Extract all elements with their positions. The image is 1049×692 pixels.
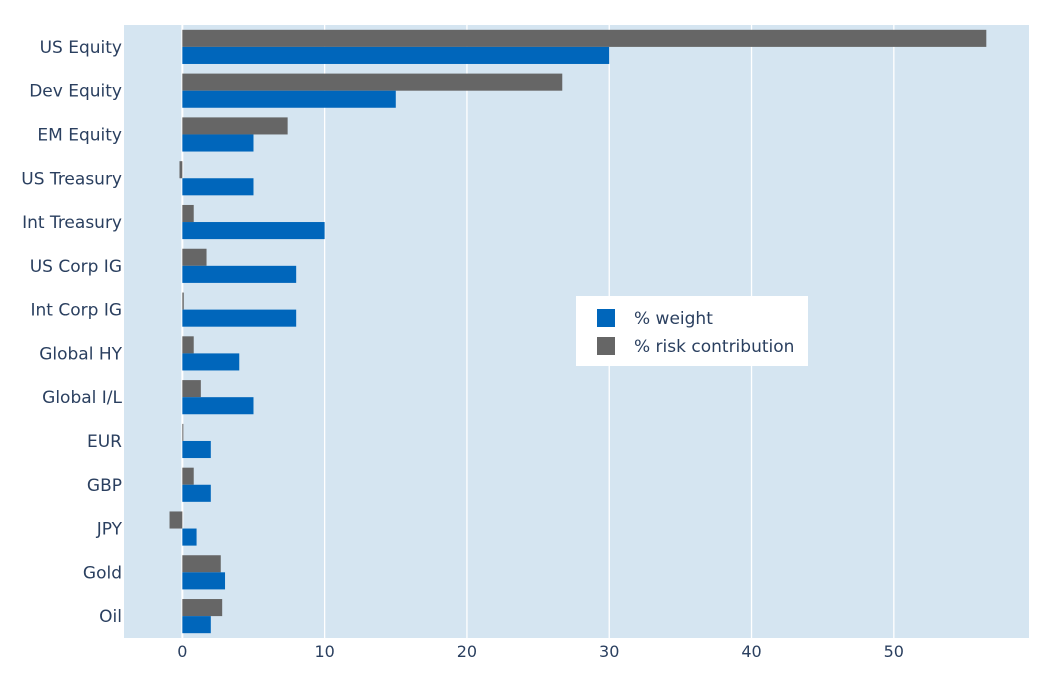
y-tick-label: Gold [83,563,122,583]
bar-weight [182,484,211,502]
x-tick-label: 50 [884,642,904,661]
bar-weight [182,440,211,459]
bar-risk-contribution [182,336,194,354]
bar-weight [182,178,254,196]
y-tick-label: Dev Equity [29,82,122,102]
bar-risk-contribution [182,73,563,91]
bar-risk-contribution [179,161,183,179]
bar-risk-contribution [182,117,288,135]
y-tick-label: Oil [99,607,122,627]
legend: % weight % risk contribution [576,296,808,366]
y-tick-labels: US Equity Dev Equity EM Equity US Treasury I… [21,38,122,627]
legend-label-risk: % risk contribution [634,337,794,357]
bar-weight [182,134,254,152]
bar-risk-contribution [182,292,184,310]
bar-weight [182,265,297,283]
y-tick-label: US Corp IG [30,257,122,277]
legend-swatch-weight [597,309,615,327]
y-tick-label: US Treasury [21,169,122,189]
y-tick-label: Int Corp IG [31,301,123,321]
bar-weight [182,528,197,546]
bar-risk-contribution [182,423,184,441]
legend-swatch-risk [597,337,615,355]
bar-risk-contribution [182,248,207,266]
bar-weight [182,397,254,415]
bar-risk-contribution [182,467,194,485]
bar-weight [182,222,325,240]
bar-weight [182,309,297,327]
x-tick-label: 40 [741,642,761,661]
y-tick-label: EUR [87,432,122,452]
y-tick-label: JPY [96,520,123,540]
y-tick-label: GBP [87,476,122,496]
bar-risk-contribution [182,599,223,617]
bar-risk-contribution [182,555,221,573]
y-tick-label: US Equity [40,38,122,58]
bar-weight [182,616,211,634]
bar-risk-contribution [182,380,201,398]
x-tick-label: 20 [457,642,477,661]
bar-weight [182,572,226,590]
bar-risk-contribution [182,29,987,47]
x-tick-labels: 0 10 20 30 40 50 [177,642,904,661]
y-tick-label: Global I/L [42,388,122,408]
bar-weight [182,46,610,64]
x-tick-label: 0 [177,642,187,661]
bars [169,29,987,634]
bar-weight [182,353,240,371]
bar-risk-contribution [182,204,194,223]
legend-label-weight: % weight [634,309,713,329]
bar-risk-contribution [169,511,183,529]
y-tick-label: EM Equity [37,125,122,145]
y-tick-label: Int Treasury [22,213,122,233]
y-tick-label: Global HY [39,344,122,364]
x-tick-label: 30 [599,642,619,661]
bar-weight [182,90,396,108]
x-tick-label: 10 [314,642,334,661]
